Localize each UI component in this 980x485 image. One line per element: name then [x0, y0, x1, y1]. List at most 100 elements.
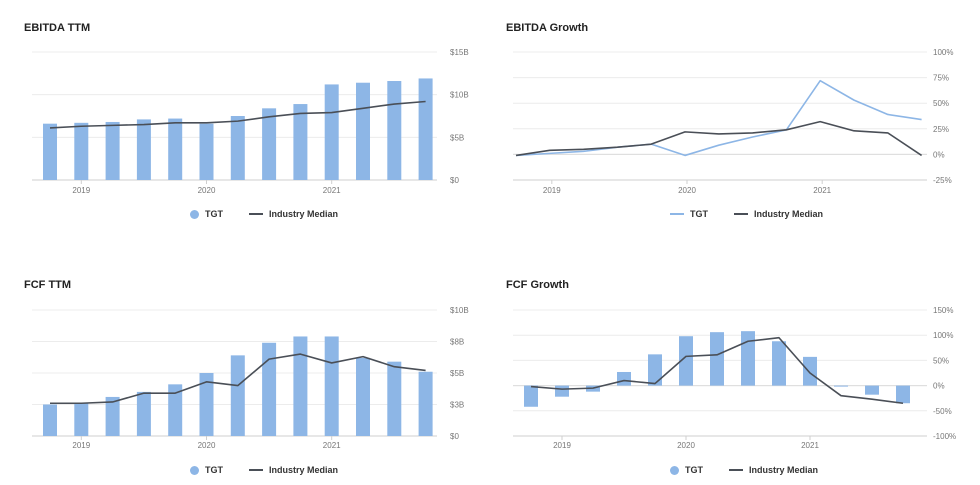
bar-tgt	[356, 357, 370, 436]
y-tick-label: 50%	[933, 99, 949, 108]
legend-line-icon	[734, 213, 748, 215]
bar-tgt	[324, 336, 339, 436]
y-tick-label: -25%	[933, 176, 952, 185]
legend-item-tgt: TGT	[190, 465, 223, 475]
chart-ebitda-ttm: EBITDA TTM $15B $10B $5B $0 2019 2020 2021 TGT…	[0, 0, 490, 240]
y-tick-label: 150%	[933, 306, 953, 315]
y-tick-label: -100%	[933, 432, 956, 441]
bar-tgt	[772, 341, 786, 386]
y-tick-label: $0	[450, 176, 459, 185]
y-tick-label: $5B	[450, 369, 464, 378]
bar-tgt	[293, 336, 308, 436]
legend-item-tgt: TGT	[670, 209, 708, 219]
bar-tgt	[741, 331, 755, 386]
y-tick-label: -50%	[933, 407, 952, 416]
chart-plot: 100% 75% 50% 25% 0% -25% 2019 2020 2021	[513, 48, 953, 195]
y-tick-label: 25%	[933, 125, 949, 134]
chart-title: FCF Growth	[506, 279, 569, 291]
y-tick-label: $5B	[450, 133, 464, 142]
bar-tgt	[262, 108, 277, 180]
x-tick-label: 2019	[72, 186, 90, 195]
chart-legend: TGT Industry Median	[670, 465, 838, 475]
x-tick-label: 2021	[323, 441, 341, 450]
bar-tgt	[74, 403, 89, 436]
bar-tgt	[136, 119, 151, 180]
x-tick-label: 2021	[323, 186, 341, 195]
y-tick-label: 75%	[933, 74, 949, 83]
y-tick-label: 50%	[933, 356, 949, 365]
legend-dot-icon	[190, 465, 199, 475]
chart-legend: TGT Industry Median	[670, 209, 843, 219]
bar-tgt	[199, 123, 214, 180]
legend-item-industry: Industry Median	[249, 465, 338, 475]
bar-tgt	[230, 355, 245, 436]
bar-tgt	[324, 84, 339, 180]
y-tick-label: 0%	[933, 382, 945, 391]
chart-title: EBITDA Growth	[506, 22, 589, 34]
legend-line-icon	[729, 469, 743, 471]
bar-tgt	[168, 118, 183, 180]
chart-fcf-growth: FCF Growth 150% 100% 50% 0% -50% -100% 2019 202…	[490, 255, 980, 485]
bar-tgt	[387, 361, 402, 436]
bar-tgt	[803, 356, 817, 386]
y-tick-label: $8B	[450, 338, 464, 347]
y-tick-label: 100%	[933, 48, 953, 57]
line-tgt	[515, 79, 922, 157]
bar-tgt	[865, 385, 879, 395]
bar-tgt	[74, 122, 89, 180]
bar-tgt	[648, 354, 662, 386]
bar-tgt	[262, 342, 277, 436]
bar-tgt	[230, 116, 245, 180]
bar-tgt	[105, 396, 120, 436]
x-tick-label: 2019	[72, 441, 90, 450]
bar-tgt	[136, 391, 151, 436]
x-tick-label: 2020	[678, 186, 696, 195]
bar-tgt	[356, 82, 370, 180]
line-industry-median	[49, 100, 426, 129]
x-tick-label: 2020	[677, 441, 695, 450]
x-tick-label: 2019	[543, 186, 561, 195]
y-tick-label: $3B	[450, 401, 464, 410]
line-industry-median	[515, 120, 923, 157]
x-tick-label: 2021	[801, 441, 819, 450]
x-tick-label: 2021	[813, 186, 831, 195]
y-tick-label: $0	[450, 432, 459, 441]
bar-tgt	[524, 385, 538, 407]
bar-tgt	[199, 373, 214, 436]
chart-fcf-ttm: FCF TTM $10B $8B $5B $3B $0 2019 2020 2021 TGT …	[0, 255, 490, 485]
y-tick-label: $15B	[450, 48, 469, 57]
bar-tgt	[418, 371, 433, 436]
legend-dot-icon	[190, 209, 199, 219]
legend-item-industry: Industry Median	[249, 209, 338, 219]
chart-plot: $10B $8B $5B $3B $0 2019 2020 2021	[32, 306, 469, 450]
legend-dot-icon	[670, 465, 679, 475]
bar-tgt	[834, 385, 848, 387]
bar-tgt	[293, 104, 308, 180]
bar-tgt	[168, 384, 183, 436]
chart-plot: $15B $10B $5B $0 2019 2020 2021	[32, 48, 469, 195]
bar-tgt	[679, 336, 693, 386]
y-tick-label: $10B	[450, 91, 469, 100]
legend-line-icon	[249, 213, 263, 215]
legend-item-industry: Industry Median	[734, 209, 823, 219]
chart-ebitda-growth: EBITDA Growth 100% 75% 50% 25% 0% -25% 2019 202…	[490, 0, 980, 240]
chart-plot: 150% 100% 50% 0% -50% -100% 2019 2020 2021	[513, 306, 956, 450]
chart-legend: TGT Industry Median	[190, 209, 358, 219]
x-tick-label: 2019	[553, 441, 571, 450]
bar-tgt	[418, 78, 433, 180]
y-tick-label: 100%	[933, 331, 953, 340]
legend-line-icon	[249, 469, 263, 471]
legend-item-tgt: TGT	[670, 465, 703, 475]
bar-tgt	[387, 81, 402, 180]
legend-line-icon	[670, 213, 684, 215]
bar-tgt	[43, 404, 57, 436]
legend-item-tgt: TGT	[190, 209, 223, 219]
line-industry-median	[50, 353, 426, 405]
bar-tgt	[617, 371, 631, 386]
bar-tgt	[555, 385, 569, 397]
x-tick-label: 2020	[198, 186, 216, 195]
y-tick-label: $10B	[450, 306, 469, 315]
bar-tgt	[105, 121, 120, 180]
legend-item-industry: Industry Median	[729, 465, 818, 475]
bar-tgt	[43, 123, 57, 180]
